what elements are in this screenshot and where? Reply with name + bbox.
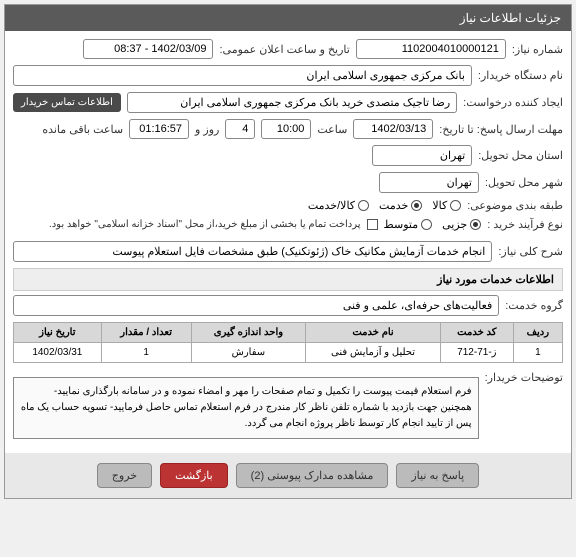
deadline-date: 1402/03/13 bbox=[353, 119, 433, 139]
remain-label: ساعت باقی مانده bbox=[42, 123, 123, 136]
main-desc-value: انجام خدمات آزمایش مکانیک خاک (ژئوتکنیک)… bbox=[13, 241, 492, 262]
panel-title: جزئیات اطلاعات نیاز bbox=[460, 11, 561, 25]
subject-type-label: طبقه بندی موضوعی: bbox=[467, 199, 563, 212]
td-qty: 1 bbox=[101, 343, 191, 363]
radio-dot-icon bbox=[358, 200, 369, 211]
radio-dot-icon bbox=[411, 200, 422, 211]
group-label: گروه خدمت: bbox=[505, 299, 563, 312]
form-area: شماره نیاز: 1102004010000121 تاریخ و ساع… bbox=[5, 31, 571, 453]
footer-buttons: پاسخ به نیاز مشاهده مدارک پیوستی (2) باز… bbox=[5, 453, 571, 498]
radio-partial-label: جزیی bbox=[442, 218, 467, 231]
services-table: ردیف کد خدمت نام خدمت واحد اندازه گیری ت… bbox=[13, 322, 563, 363]
announce-label: تاریخ و ساعت اعلان عمومی: bbox=[219, 43, 349, 56]
radio-goods-service[interactable]: کالا/خدمت bbox=[308, 199, 369, 212]
table-header-row: ردیف کد خدمت نام خدمت واحد اندازه گیری ت… bbox=[14, 323, 563, 343]
main-panel: جزئیات اطلاعات نیاز شماره نیاز: 11020040… bbox=[4, 4, 572, 499]
back-button[interactable]: بازگشت bbox=[160, 463, 228, 488]
th-unit: واحد اندازه گیری bbox=[191, 323, 306, 343]
city-label: شهر محل تحویل: bbox=[485, 176, 563, 189]
row-city: شهر محل تحویل: تهران bbox=[13, 172, 563, 193]
contact-buyer-button[interactable]: اطلاعات تماس خریدار bbox=[13, 93, 121, 112]
radio-goods-label: کالا bbox=[432, 199, 447, 212]
td-name: تحلیل و آزمایش فنی bbox=[306, 343, 441, 363]
buyer-notes-value: فرم استعلام قیمت پیوست را تکمیل و تمام ص… bbox=[13, 377, 479, 439]
treasury-checkbox[interactable] bbox=[367, 219, 378, 230]
province-label: استان محل تحویل: bbox=[478, 149, 563, 162]
buyer-org-value: بانک مرکزی جمهوری اسلامی ایران bbox=[13, 65, 472, 86]
province-value: تهران bbox=[372, 145, 472, 166]
city-value: تهران bbox=[379, 172, 479, 193]
row-group: گروه خدمت: فعالیت‌های حرفه‌ای، علمی و فن… bbox=[13, 295, 563, 316]
row-main-desc: شرح کلی نیاز: انجام خدمات آزمایش مکانیک … bbox=[13, 241, 563, 262]
respond-button[interactable]: پاسخ به نیاز bbox=[396, 463, 479, 488]
radio-goods-service-label: کالا/خدمت bbox=[308, 199, 355, 212]
td-code: ز-71-712 bbox=[440, 343, 513, 363]
payment-note: پرداخت تمام یا بخشی از مبلغ خرید،از محل … bbox=[49, 219, 361, 230]
day-label: روز و bbox=[195, 123, 219, 136]
deadline-label: مهلت ارسال پاسخ: تا تاریخ: bbox=[439, 123, 563, 136]
radio-goods[interactable]: کالا bbox=[432, 199, 461, 212]
buyer-notes-label: توضیحات خریدار: bbox=[485, 371, 563, 384]
subject-type-radios: کالا خدمت کالا/خدمت bbox=[308, 199, 461, 212]
row-subject-type: طبقه بندی موضوعی: کالا خدمت کالا/خدمت bbox=[13, 199, 563, 212]
deadline-hour: 10:00 bbox=[261, 119, 311, 139]
requester-value: رضا تاجیک متصدی خرید بانک مرکزی جمهوری ا… bbox=[127, 92, 457, 113]
need-number-label: شماره نیاز: bbox=[512, 43, 563, 56]
row-requester: ایجاد کننده درخواست: رضا تاجیک متصدی خری… bbox=[13, 92, 563, 113]
panel-header: جزئیات اطلاعات نیاز bbox=[5, 5, 571, 31]
row-buyer-org: نام دستگاه خریدار: بانک مرکزی جمهوری اسل… bbox=[13, 65, 563, 86]
td-date: 1402/03/31 bbox=[14, 343, 102, 363]
row-purchase-type: نوع فرآیند خرید : جزیی متوسط پرداخت تمام… bbox=[13, 218, 563, 231]
th-code: کد خدمت bbox=[440, 323, 513, 343]
buyer-org-label: نام دستگاه خریدار: bbox=[478, 69, 563, 82]
radio-dot-icon bbox=[421, 219, 432, 230]
radio-medium-label: متوسط bbox=[384, 218, 419, 231]
radio-dot-icon bbox=[470, 219, 481, 230]
table-row: 1 ز-71-712 تحلیل و آزمایش فنی سفارش 1 14… bbox=[14, 343, 563, 363]
radio-dot-icon bbox=[450, 200, 461, 211]
row-province: استان محل تحویل: تهران bbox=[13, 145, 563, 166]
group-value: فعالیت‌های حرفه‌ای، علمی و فنی bbox=[13, 295, 499, 316]
th-qty: تعداد / مقدار bbox=[101, 323, 191, 343]
purchase-type-label: نوع فرآیند خرید : bbox=[487, 218, 563, 231]
radio-service-label: خدمت bbox=[379, 199, 408, 212]
td-index: 1 bbox=[513, 343, 562, 363]
hour-label: ساعت bbox=[317, 123, 347, 136]
row-need-number: شماره نیاز: 1102004010000121 تاریخ و ساع… bbox=[13, 39, 563, 59]
section-services-title: اطلاعات خدمات مورد نیاز bbox=[13, 268, 563, 291]
th-index: ردیف bbox=[513, 323, 562, 343]
remain-time: 01:16:57 bbox=[129, 119, 189, 139]
requester-label: ایجاد کننده درخواست: bbox=[463, 96, 563, 109]
exit-button[interactable]: خروج bbox=[97, 463, 152, 488]
th-date: تاریخ نیاز bbox=[14, 323, 102, 343]
announce-value: 1402/03/09 - 08:37 bbox=[83, 39, 213, 59]
th-name: نام خدمت bbox=[306, 323, 441, 343]
row-buyer-notes: توضیحات خریدار: فرم استعلام قیمت پیوست ر… bbox=[13, 371, 563, 439]
need-number-value: 1102004010000121 bbox=[356, 39, 506, 59]
attachments-button[interactable]: مشاهده مدارک پیوستی (2) bbox=[236, 463, 389, 488]
radio-partial[interactable]: جزیی bbox=[442, 218, 481, 231]
td-unit: سفارش bbox=[191, 343, 306, 363]
purchase-type-radios: جزیی متوسط bbox=[384, 218, 482, 231]
radio-medium[interactable]: متوسط bbox=[384, 218, 433, 231]
row-deadline: مهلت ارسال پاسخ: تا تاریخ: 1402/03/13 سا… bbox=[13, 119, 563, 139]
radio-service[interactable]: خدمت bbox=[379, 199, 422, 212]
main-desc-label: شرح کلی نیاز: bbox=[498, 245, 563, 258]
days-remaining: 4 bbox=[225, 119, 255, 139]
